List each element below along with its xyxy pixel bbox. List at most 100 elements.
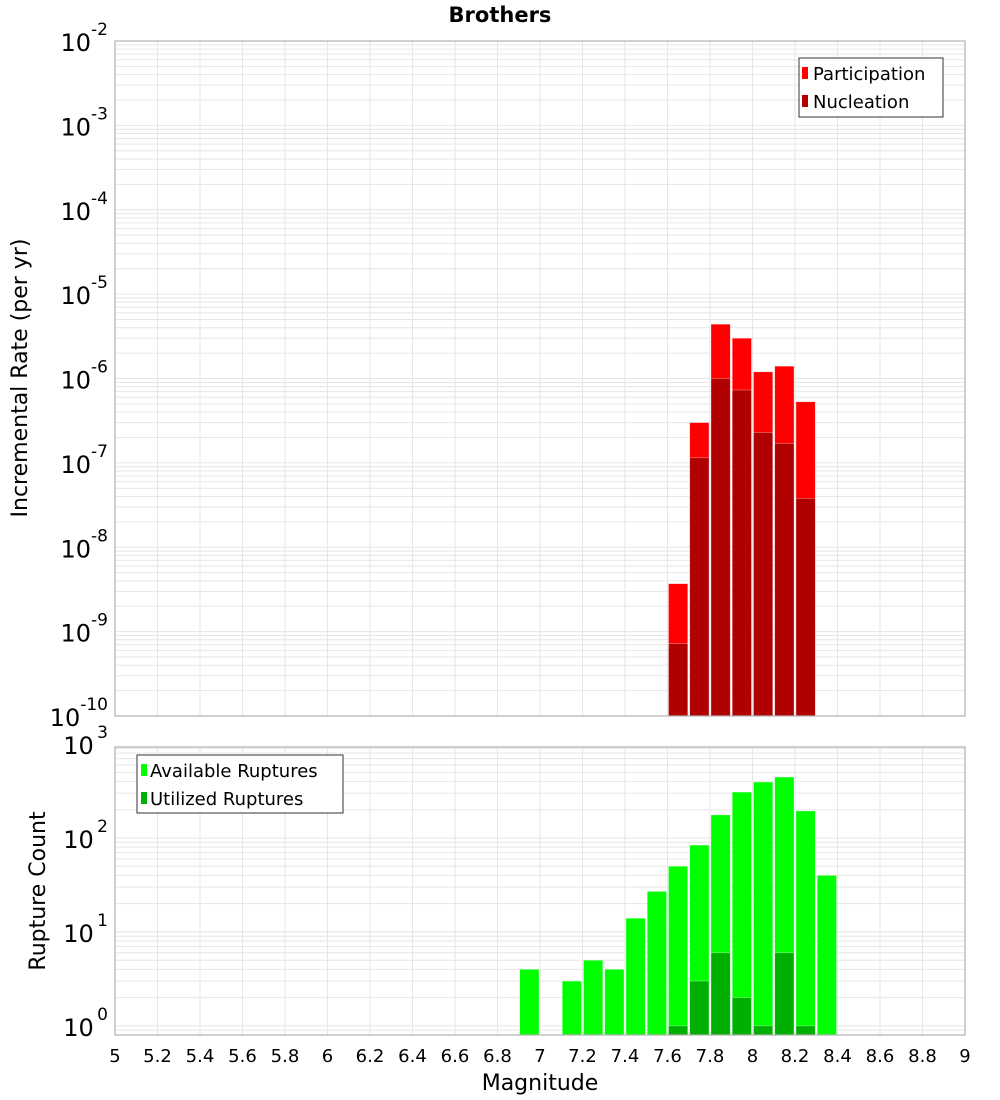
- bottom-bar-utilized-ruptures: [689, 980, 710, 1036]
- bottom-bar-available-ruptures: [816, 875, 837, 1036]
- bottom-plot-y-ticks: 10 310 210 110 0: [63, 723, 108, 1042]
- x-tick-label: 6.2: [356, 1046, 385, 1067]
- bottom-bar-utilized-ruptures: [731, 997, 752, 1036]
- top-plot-bars: [668, 323, 816, 717]
- top-y-tick-base: 10: [61, 620, 92, 648]
- legend-swatch-participation: [802, 67, 808, 79]
- top-plot-grid: [115, 40, 965, 717]
- bottom-bar-available-ruptures: [646, 891, 667, 1036]
- top-y-tick-label: 10-10: [50, 695, 108, 732]
- top-y-tick-base: 10: [61, 451, 92, 479]
- legend-swatch-nucleation: [802, 95, 808, 107]
- bottom-y-tick-exponent: 0: [94, 1005, 108, 1025]
- top-y-tick-label: 10-3: [61, 104, 109, 141]
- bottom-y-tick-base: 10: [63, 1014, 94, 1042]
- top-y-tick-label: 10-2: [61, 20, 109, 57]
- bottom-y-tick-label: 10 1: [63, 911, 108, 948]
- bottom-bar-utilized-ruptures: [668, 1025, 689, 1036]
- top-y-tick-exponent: -10: [80, 695, 108, 715]
- top-y-tick-exponent: -2: [91, 20, 108, 40]
- top-y-tick-base: 10: [61, 113, 92, 141]
- top-y-tick-base: 10: [61, 535, 92, 563]
- x-axis-label: Magnitude: [482, 1071, 599, 1096]
- legend-swatch-available-ruptures: [141, 764, 147, 776]
- bottom-y-tick-exponent: 2: [94, 817, 108, 837]
- legend-label-nucleation: Nucleation: [813, 92, 909, 113]
- x-tick-label: 8.4: [823, 1046, 852, 1067]
- x-tick-label: 6.8: [483, 1046, 512, 1067]
- bottom-bar-utilized-ruptures: [774, 952, 795, 1036]
- top-bar-nucleation: [774, 443, 795, 717]
- bottom-bar-available-ruptures: [625, 917, 646, 1036]
- top-y-tick-exponent: -9: [91, 611, 108, 631]
- legend-label-utilized-ruptures: Utilized Ruptures: [150, 789, 303, 810]
- top-y-tick-base: 10: [50, 704, 81, 732]
- top-y-tick-base: 10: [61, 29, 92, 57]
- x-tick-label: 7.2: [568, 1046, 597, 1067]
- top-y-tick-label: 10-9: [61, 611, 109, 648]
- x-tick-label: 6: [322, 1046, 333, 1067]
- top-bar-nucleation: [689, 457, 710, 717]
- top-y-tick-base: 10: [61, 198, 92, 226]
- bottom-bar-available-ruptures: [795, 810, 816, 1036]
- legend-swatch-utilized-ruptures: [141, 792, 147, 804]
- x-tick-label: 8.2: [781, 1046, 810, 1067]
- top-legend: Participation Nucleation: [798, 57, 944, 118]
- top-y-tick-exponent: -6: [91, 358, 108, 378]
- top-y-tick-base: 10: [61, 282, 92, 310]
- top-y-tick-exponent: -7: [91, 442, 108, 462]
- x-tick-label: 6.6: [441, 1046, 470, 1067]
- top-legend-box: [798, 57, 944, 118]
- top-y-tick-exponent: -5: [91, 273, 108, 293]
- x-tick-label: 5: [109, 1046, 120, 1067]
- x-tick-label: 7: [534, 1046, 545, 1067]
- bottom-legend-box: [136, 754, 344, 814]
- top-y-tick-label: 10-8: [61, 526, 109, 563]
- bottom-bar-available-ruptures: [561, 980, 582, 1036]
- bottom-bar-available-ruptures: [753, 781, 774, 1036]
- x-tick-label: 8.6: [866, 1046, 895, 1067]
- top-y-tick-base: 10: [61, 367, 92, 395]
- bottom-bar-available-ruptures: [668, 865, 689, 1036]
- top-y-tick-label: 10-4: [61, 189, 109, 226]
- top-plot-frame: [114, 40, 966, 717]
- top-y-tick-label: 10-7: [61, 442, 109, 479]
- top-y-tick-exponent: -8: [91, 526, 108, 546]
- x-tick-label: 5.2: [143, 1046, 172, 1067]
- top-bar-nucleation: [731, 389, 752, 717]
- x-tick-label: 7.8: [696, 1046, 725, 1067]
- top-bar-nucleation: [710, 378, 731, 717]
- x-tick-label: 8: [747, 1046, 758, 1067]
- top-y-tick-label: 10-6: [61, 358, 109, 395]
- top-y-tick-label: 10-5: [61, 273, 109, 310]
- bottom-bar-utilized-ruptures: [795, 1025, 816, 1036]
- x-tick-label: 8.8: [908, 1046, 937, 1067]
- bottom-legend: Available Ruptures Utilized Ruptures: [136, 754, 344, 814]
- top-plot-y-ticks: 10-210-310-410-510-610-710-810-910-10: [50, 20, 108, 732]
- top-y-axis-label: Incremental Rate (per yr): [8, 239, 33, 518]
- bottom-bar-available-ruptures: [519, 969, 540, 1036]
- bottom-y-tick-base: 10: [63, 732, 94, 760]
- top-y-tick-exponent: -3: [91, 104, 108, 124]
- bottom-y-tick-exponent: 1: [94, 911, 108, 931]
- x-tick-label: 5.6: [228, 1046, 257, 1067]
- top-bar-nucleation: [668, 643, 689, 717]
- bottom-y-tick-exponent: 3: [94, 723, 108, 743]
- bottom-bar-available-ruptures: [604, 969, 625, 1036]
- bottom-y-tick-label: 10 3: [63, 723, 108, 760]
- legend-label-available-ruptures: Available Ruptures: [150, 761, 318, 782]
- bottom-bar-utilized-ruptures: [710, 952, 731, 1036]
- top-y-tick-exponent: -4: [91, 189, 108, 209]
- bottom-y-tick-label: 10 2: [63, 817, 108, 854]
- top-bar-nucleation: [753, 432, 774, 717]
- x-tick-label: 7.6: [653, 1046, 682, 1067]
- x-tick-label: 5.4: [186, 1046, 215, 1067]
- bottom-y-axis-label: Rupture Count: [26, 811, 51, 971]
- x-axis-ticks: 5 5.2 5.4 5.6 5.8 6 6.2 6.4 6.6 6.8 7 7.2 7.4 7.6 7.8 8…: [109, 1046, 970, 1067]
- chart-title: Brothers: [449, 3, 552, 27]
- x-tick-label: 6.4: [398, 1046, 427, 1067]
- x-tick-label: 5.8: [271, 1046, 300, 1067]
- bottom-y-tick-base: 10: [63, 920, 94, 948]
- bottom-plot-bars: [519, 776, 837, 1036]
